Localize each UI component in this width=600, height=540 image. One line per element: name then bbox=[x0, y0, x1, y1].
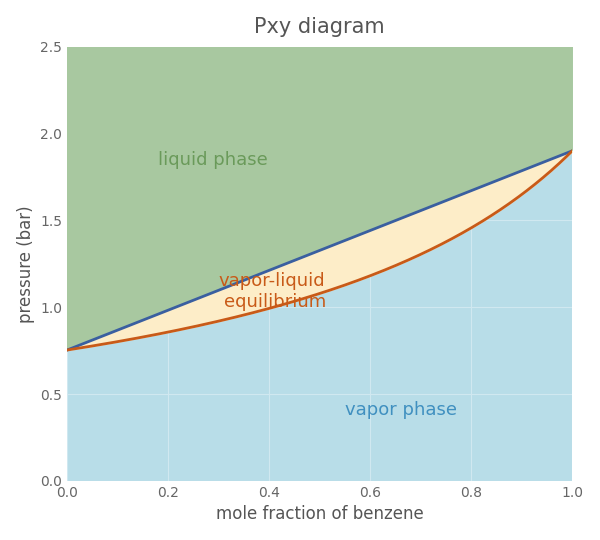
Y-axis label: pressure (bar): pressure (bar) bbox=[17, 205, 35, 322]
Text: vapor-liquid: vapor-liquid bbox=[218, 272, 325, 291]
Text: equilibrium: equilibrium bbox=[224, 293, 326, 311]
Text: vapor phase: vapor phase bbox=[345, 401, 457, 419]
X-axis label: mole fraction of benzene: mole fraction of benzene bbox=[216, 505, 424, 523]
Text: liquid phase: liquid phase bbox=[158, 151, 268, 168]
Title: Pxy diagram: Pxy diagram bbox=[254, 17, 385, 37]
